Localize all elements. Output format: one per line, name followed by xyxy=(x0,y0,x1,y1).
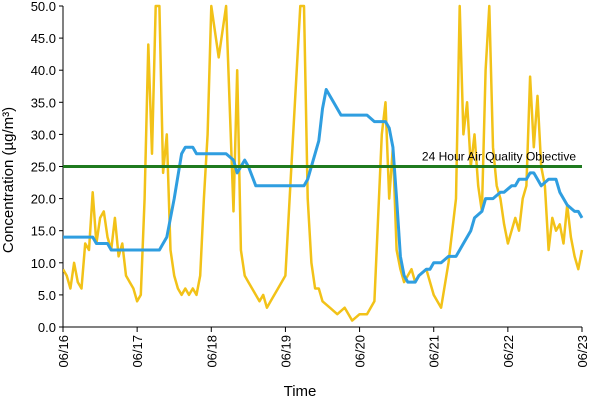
y-tick-label: 30.0 xyxy=(31,127,56,142)
x-tick-label: 06/19 xyxy=(278,335,293,368)
y-axis-title: Concentration (µg/m³) xyxy=(0,107,17,253)
y-tick-label: 35.0 xyxy=(31,95,56,110)
air-quality-objective-label: 24 Hour Air Quality Objective xyxy=(422,150,576,164)
x-tick-label: 06/16 xyxy=(56,335,71,368)
x-tick-label: 06/23 xyxy=(575,335,590,368)
x-tick-label: 06/20 xyxy=(353,335,368,368)
y-tick-label: 20.0 xyxy=(31,192,56,207)
y-tick-label: 15.0 xyxy=(31,224,56,239)
x-axis-title: Time xyxy=(284,383,317,400)
y-tick-label: 10.0 xyxy=(31,256,56,271)
rolling-average-series-line xyxy=(63,88,584,284)
axes: 0.0 5.0 10.0 15.0 20.0 25.0 30.0 35.0 40.0 45.0 50… xyxy=(31,0,590,368)
x-tick-label: 06/18 xyxy=(204,335,219,368)
y-tick-label: 0.0 xyxy=(38,320,56,335)
y-tick-label: 40.0 xyxy=(31,63,56,78)
y-tick-label: 25.0 xyxy=(31,160,56,175)
x-tick-label: 06/21 xyxy=(427,335,442,368)
x-tick-label: 06/17 xyxy=(130,335,145,368)
x-tick-label: 06/22 xyxy=(501,335,516,368)
y-tick-label: 5.0 xyxy=(38,288,56,303)
y-tick-label: 45.0 xyxy=(31,31,56,46)
pm-concentration-series-line xyxy=(63,4,584,322)
series-group xyxy=(63,4,584,322)
y-tick-label: 50.0 xyxy=(31,0,56,14)
